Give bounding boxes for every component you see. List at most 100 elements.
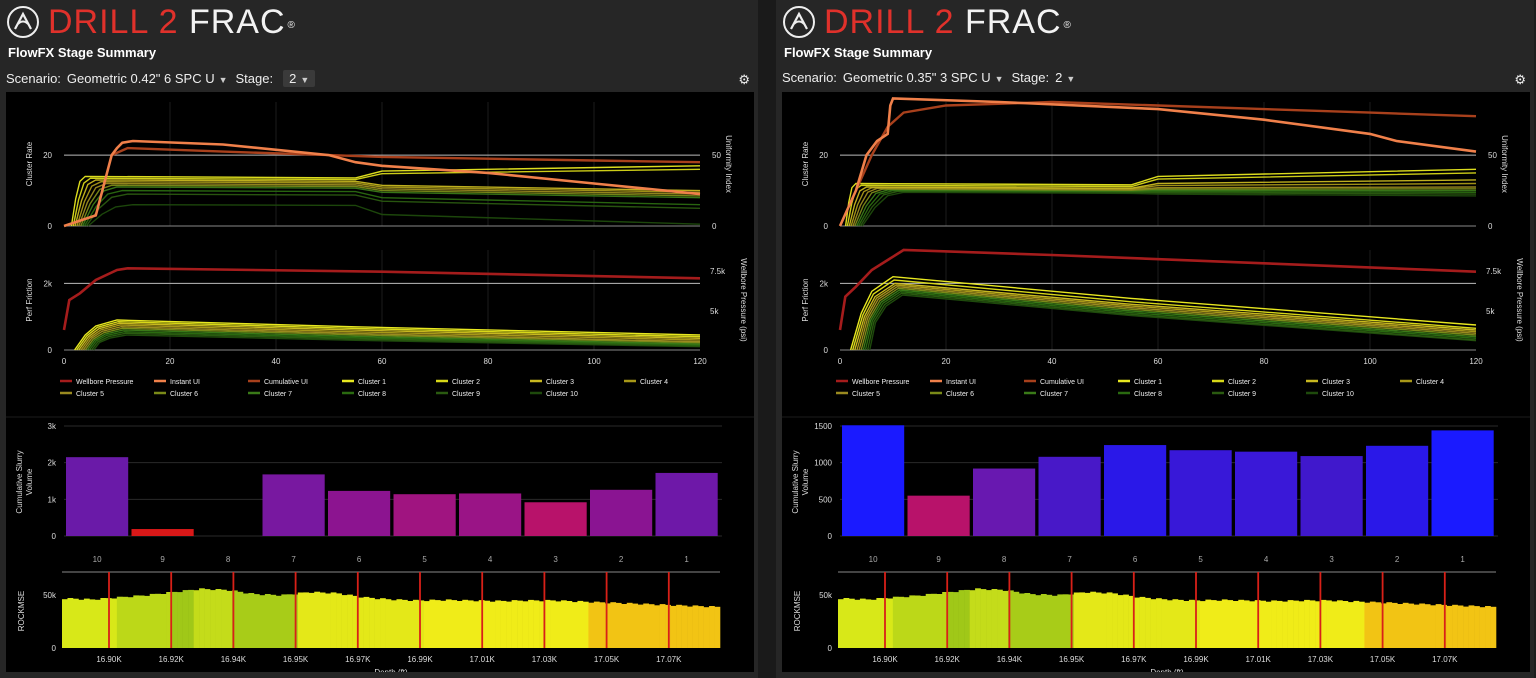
rockmse-area [500, 600, 507, 648]
legend-item: Cluster 4 [640, 379, 668, 386]
rockmse-area [1205, 599, 1212, 648]
rockmse-area [991, 589, 998, 648]
rockmse-area [495, 600, 501, 648]
y-tick-label: 0 [48, 346, 53, 355]
x-axis-label: Depth (ft) [374, 668, 408, 672]
rockmse-area [303, 592, 310, 648]
scenario-select[interactable]: Geometric 0.35" 3 SPC U ▼ [843, 70, 1004, 85]
left-panel: DRILL 2 FRAC ® FlowFX Stage Summary Scena… [0, 0, 758, 678]
x-tick-label: 16.94K [221, 655, 247, 664]
rockmse-area [1101, 593, 1107, 648]
series-line-cumulative-ui [854, 100, 1477, 192]
series-line-cluster-7 [86, 329, 701, 351]
rockmse-area [1106, 592, 1113, 648]
gear-icon[interactable]: ⚙ [1514, 72, 1526, 87]
series-line-cluster-2 [72, 168, 701, 227]
y-tick-label: 500 [819, 495, 833, 504]
series-line-cluster-1 [849, 275, 1477, 351]
rockmse-area [920, 595, 927, 648]
rockmse-area [188, 589, 194, 648]
x-tick-label: 3 [1329, 555, 1334, 564]
rockmse-area [1474, 606, 1480, 648]
x-tick-label: 4 [488, 555, 493, 564]
gear-icon[interactable]: ⚙ [738, 72, 750, 87]
legend-item: Cumulative UI [1040, 379, 1084, 386]
y2-axis-label: Wellbore Pressure (psi) [739, 258, 748, 342]
rockmse-area [445, 599, 452, 648]
rockmse-area [1276, 600, 1283, 648]
legend-item: Cluster 10 [1322, 391, 1354, 398]
rockmse-area [1304, 599, 1310, 648]
scenario-select[interactable]: Geometric 0.42" 6 SPC U ▼ [67, 71, 228, 86]
rockmse-area [1260, 600, 1266, 648]
rockmse-area [358, 597, 364, 648]
rockmse-area [1243, 600, 1250, 648]
rockmse-area [226, 590, 233, 648]
x-tick-label: 1 [684, 555, 689, 564]
rockmse-area [1134, 597, 1140, 648]
brand-logo: DRILL 2 FRAC ® [6, 4, 296, 40]
bar [1366, 445, 1429, 536]
legend-item: Cluster 7 [264, 391, 292, 398]
rockmse-area [1435, 604, 1442, 648]
rockmse-area [854, 599, 861, 648]
rockmse-area [253, 594, 260, 648]
rockmse-area [610, 602, 617, 648]
x-tick-label: 7 [291, 555, 296, 564]
rockmse-area [401, 599, 408, 648]
series-line-cluster-4 [80, 324, 701, 351]
y-tick-label: 1000 [814, 459, 832, 468]
y-tick-label: 0 [828, 532, 833, 541]
rockmse-area [1413, 604, 1420, 648]
series-line-cluster-6 [860, 287, 1477, 351]
rockmse-area [687, 606, 693, 648]
y-axis-label: ROCKMSE [793, 591, 802, 631]
rockmse-area [643, 603, 650, 648]
rockmse-area [412, 599, 419, 648]
rockmse-area [1298, 601, 1305, 648]
legend-item: Cumulative UI [264, 379, 308, 386]
y-tick-label: 2k [48, 459, 57, 468]
rockmse-area [1315, 601, 1321, 648]
series-line-cluster-4 [856, 284, 1477, 351]
y2-axis-label: Wellbore Pressure (psi) [1515, 258, 1524, 342]
scenario-label: Scenario: [6, 71, 61, 86]
legend-item: Cluster 9 [452, 391, 480, 398]
legend-item: Cluster 2 [1228, 379, 1256, 386]
legend-item: Cluster 8 [1134, 391, 1162, 398]
rockmse-area [380, 598, 386, 648]
rockmse-area [231, 590, 238, 648]
stage-select[interactable]: 2 ▼ [283, 70, 316, 87]
stage-select[interactable]: 2 ▼ [1055, 70, 1075, 85]
rockmse-area [160, 594, 167, 648]
rockmse-area [550, 600, 556, 648]
rockmse-area [1145, 597, 1151, 648]
rockmse-area [539, 601, 545, 648]
bar [1300, 456, 1363, 536]
y2-tick-label: 7.5k [1486, 267, 1502, 276]
brand-registered: ® [1063, 20, 1072, 31]
rockmse-area [204, 589, 211, 648]
rockmse-area [843, 598, 850, 648]
rockmse-area [1249, 601, 1256, 648]
series-line-cluster-4 [76, 180, 701, 227]
rockmse-area [544, 599, 551, 648]
rockmse-area [958, 590, 965, 648]
rockmse-area [286, 594, 293, 648]
stage-label: Stage: [235, 71, 274, 86]
rockmse-area [1430, 605, 1436, 648]
x-axis-label: Depth (ft) [1150, 668, 1184, 672]
x-tick-label: 100 [587, 357, 601, 366]
brand-registered: ® [287, 20, 296, 31]
rockmse-area [698, 606, 704, 648]
stage-value: 2 [289, 71, 297, 86]
rockmse-area [582, 601, 589, 648]
rockmse-area [385, 599, 392, 648]
rockmse-area [925, 593, 932, 648]
rockmse-area [193, 590, 200, 648]
drill2frac-logo-icon [7, 6, 39, 38]
x-tick-label: 17.03K [1308, 655, 1334, 664]
rockmse-area [969, 590, 976, 648]
rockmse-area [947, 591, 954, 648]
